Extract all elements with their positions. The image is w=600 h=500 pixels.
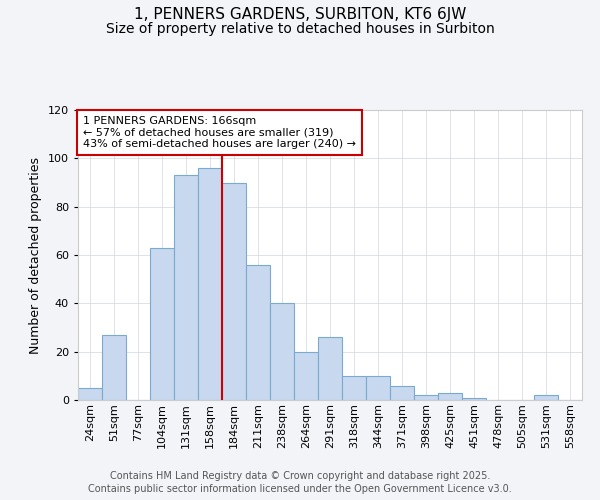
Bar <box>222 182 246 400</box>
Bar <box>294 352 318 400</box>
Bar <box>78 388 102 400</box>
Bar <box>174 176 198 400</box>
Text: Size of property relative to detached houses in Surbiton: Size of property relative to detached ho… <box>106 22 494 36</box>
Bar <box>318 337 342 400</box>
Bar <box>390 386 414 400</box>
Bar <box>366 376 390 400</box>
Y-axis label: Number of detached properties: Number of detached properties <box>29 156 42 354</box>
Bar <box>270 304 294 400</box>
Text: Contains HM Land Registry data © Crown copyright and database right 2025.: Contains HM Land Registry data © Crown c… <box>110 471 490 481</box>
Bar <box>534 395 558 400</box>
Bar <box>150 248 174 400</box>
Bar <box>438 393 462 400</box>
Text: Contains public sector information licensed under the Open Government Licence v3: Contains public sector information licen… <box>88 484 512 494</box>
Bar <box>342 376 366 400</box>
Bar <box>102 335 126 400</box>
Bar <box>414 395 438 400</box>
Text: 1 PENNERS GARDENS: 166sqm
← 57% of detached houses are smaller (319)
43% of semi: 1 PENNERS GARDENS: 166sqm ← 57% of detac… <box>83 116 356 149</box>
Bar <box>198 168 222 400</box>
Bar <box>462 398 486 400</box>
Bar <box>246 264 270 400</box>
Text: 1, PENNERS GARDENS, SURBITON, KT6 6JW: 1, PENNERS GARDENS, SURBITON, KT6 6JW <box>134 8 466 22</box>
